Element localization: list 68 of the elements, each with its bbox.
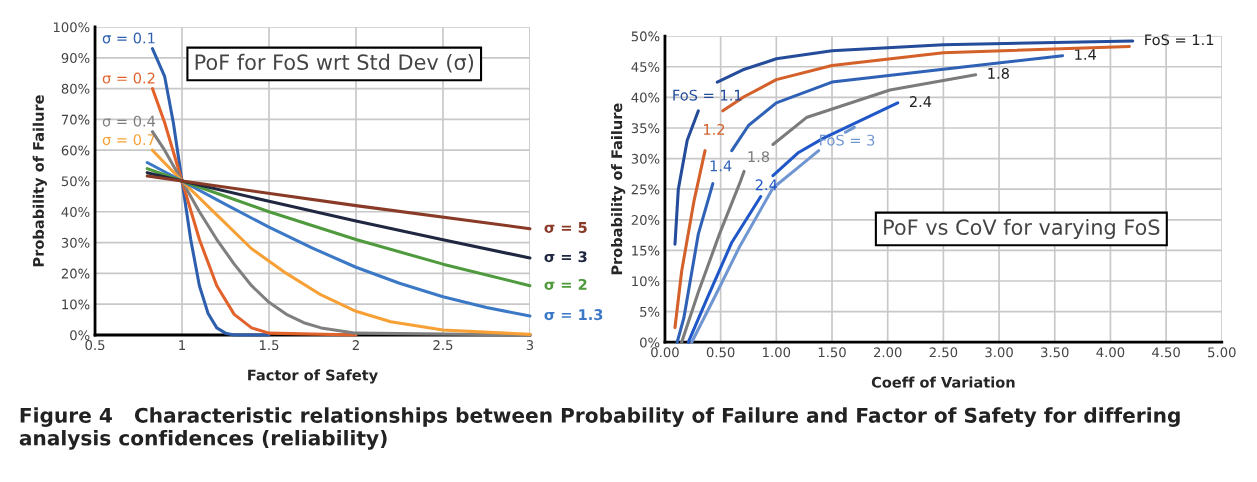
x-tick-label: 0.00 [651, 347, 679, 358]
x-tick-label: 2.00 [873, 347, 902, 358]
caption: Figure 4 Characteristic relationships between Probability of Failure and Factor of Safety for differing analysis confidences (reliability) [19, 407, 1180, 450]
y-tick-label: 30% [631, 153, 660, 164]
text: PoF vs CoV for varying FoS [884, 218, 1160, 240]
series-label: σ = 0.7 [102, 134, 155, 146]
y-tick-label: 70% [61, 114, 90, 125]
series-label: σ = 3 [544, 251, 587, 263]
annotation: 1.4 [1075, 49, 1097, 60]
x-tick-label: 0.5 [85, 340, 105, 351]
y-tick-label: 0% [640, 337, 660, 348]
series-label: FoS = 1.1 [673, 89, 742, 101]
x-tick-label: 4.50 [1152, 347, 1180, 358]
y-tick-label: 80% [61, 83, 90, 94]
y-tick-label: 10% [632, 276, 660, 287]
y-tick-label: 60% [61, 145, 90, 156]
text: PoF for FoS wrt Std Dev (σ) [195, 53, 474, 73]
series-label: σ = 1.3 [544, 309, 603, 321]
line-series [145, 171, 532, 260]
line-series [145, 167, 532, 288]
x-axis-title: Coeff of Variation [871, 376, 1015, 388]
series-label: σ = 0.4 [102, 115, 156, 127]
x-tick-label: 2.5 [433, 340, 453, 351]
x-tick-label: 2.50 [929, 347, 958, 358]
x-axis-title: Factor of Safety [248, 369, 378, 384]
y-tick-label: 0% [70, 330, 90, 341]
y-tick-label: 45% [631, 61, 660, 72]
y-tick-label: 100% [53, 22, 90, 33]
series-label: σ = 0.2 [102, 72, 155, 84]
y-tick-label: 30% [61, 237, 90, 248]
y-tick-label: 25% [631, 184, 660, 195]
x-tick-label: 3.50 [1041, 347, 1069, 358]
series-label: 2.4 [755, 179, 778, 191]
line-series [145, 174, 532, 231]
line-series [145, 160, 532, 318]
y-tick-label: 50% [61, 176, 90, 187]
y-tick-label: 40% [631, 92, 660, 103]
y-tick-label: 35% [631, 123, 660, 134]
series-label: σ = 2 [544, 278, 587, 290]
y-tick-label: 90% [61, 53, 90, 63]
x-tick-label: 1.5 [259, 340, 279, 351]
x-tick-label: 2 [352, 340, 359, 350]
x-tick-label: 1.50 [818, 347, 846, 358]
x-tick-label: 3.00 [985, 347, 1013, 358]
y-tick-label: 10% [62, 299, 90, 310]
x-tick-label: 4.00 [1096, 347, 1125, 358]
x-tick-label: 1.00 [763, 347, 791, 358]
annotation: 1.8 [988, 67, 1009, 79]
y-tick-label: 50% [631, 31, 660, 42]
y-axis-title: Probability of Failure [610, 103, 626, 275]
y-tick-label: 20% [631, 215, 660, 225]
x-tick-label: 5.00 [1208, 347, 1236, 358]
series-label: 1.8 [748, 151, 770, 163]
y-tick-label: 20% [61, 268, 90, 279]
series-label: σ = 5 [544, 222, 587, 233]
series-label: FoS = 3 [820, 134, 875, 146]
series-label: 1.2 [703, 123, 725, 135]
annotation: 2.4 [909, 96, 932, 107]
y-tick-label: 15% [632, 245, 660, 256]
y-tick-label: 5% [640, 306, 660, 317]
y-axis-title: Probability of Failure [32, 95, 47, 267]
series-label: σ = 0.1 [102, 32, 155, 44]
x-tick-label: 0.50 [706, 347, 735, 358]
y-tick-label: 40% [61, 207, 90, 217]
x-tick-label: 1 [179, 340, 185, 350]
annotation: FoS = 1.1 [1145, 34, 1214, 46]
series-label: 1.4 [710, 160, 732, 172]
x-tick-label: 3 [526, 340, 534, 351]
